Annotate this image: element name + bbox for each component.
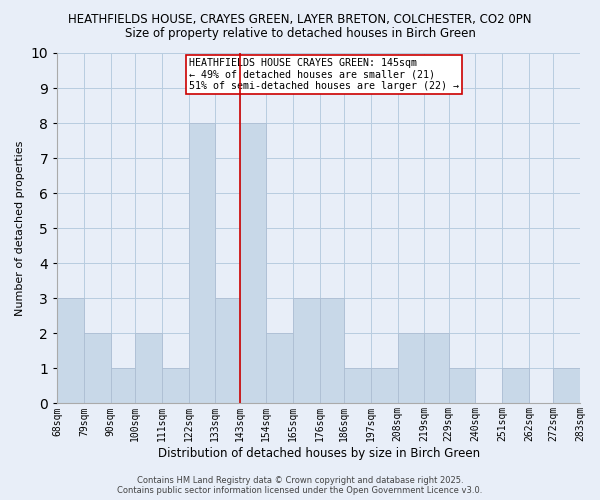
Bar [502, 368, 529, 404]
Bar [398, 334, 424, 404]
Bar [215, 298, 239, 404]
Bar [553, 368, 580, 404]
Bar [320, 298, 344, 404]
Bar [239, 123, 266, 404]
X-axis label: Distribution of detached houses by size in Birch Green: Distribution of detached houses by size … [158, 447, 479, 460]
Text: HEATHFIELDS HOUSE, CRAYES GREEN, LAYER BRETON, COLCHESTER, CO2 0PN: HEATHFIELDS HOUSE, CRAYES GREEN, LAYER B… [68, 12, 532, 26]
Bar [188, 123, 215, 404]
Text: Contains HM Land Registry data © Crown copyright and database right 2025.
Contai: Contains HM Land Registry data © Crown c… [118, 476, 482, 495]
Bar [84, 334, 111, 404]
Bar [293, 298, 320, 404]
Y-axis label: Number of detached properties: Number of detached properties [15, 140, 25, 316]
Bar [162, 368, 188, 404]
Bar [371, 368, 398, 404]
Bar [449, 368, 475, 404]
Bar [344, 368, 371, 404]
Text: HEATHFIELDS HOUSE CRAYES GREEN: 145sqm
← 49% of detached houses are smaller (21): HEATHFIELDS HOUSE CRAYES GREEN: 145sqm ←… [188, 58, 458, 92]
Bar [424, 334, 449, 404]
Bar [57, 298, 84, 404]
Bar [266, 334, 293, 404]
Bar [111, 368, 135, 404]
Bar [135, 334, 162, 404]
Text: Size of property relative to detached houses in Birch Green: Size of property relative to detached ho… [125, 28, 475, 40]
